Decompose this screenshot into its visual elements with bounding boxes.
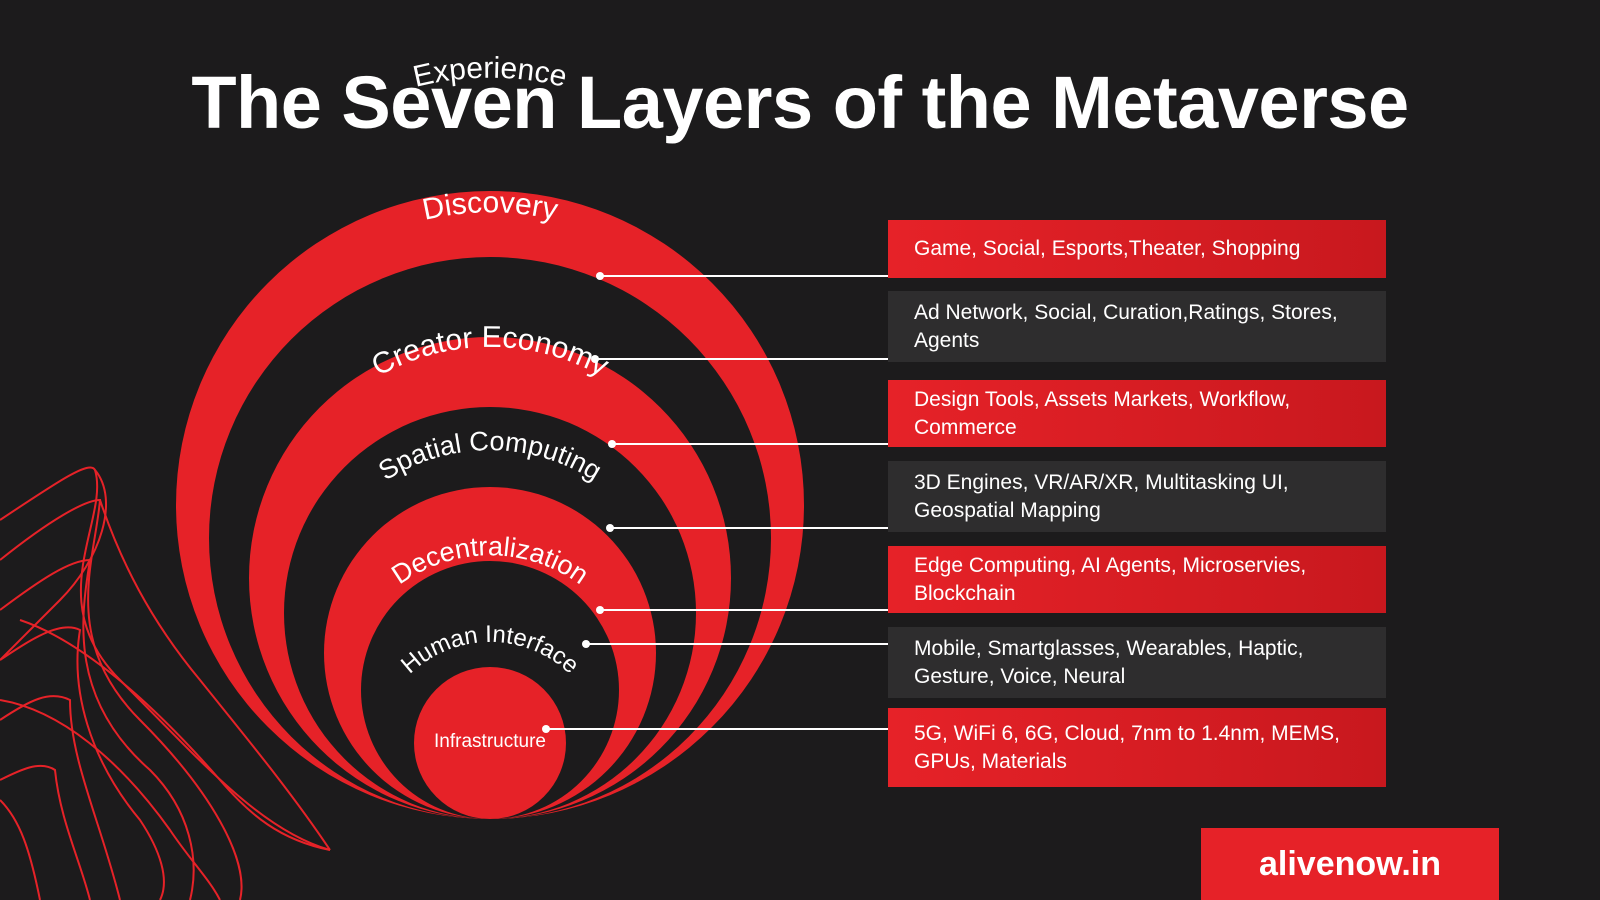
description-infrastructure: 5G, WiFi 6, 6G, Cloud, 7nm to 1.4nm, MEM… — [888, 708, 1386, 787]
description-text: Game, Social, Esports,Theater, Shopping — [914, 237, 1301, 260]
description-discovery: Ad Network, Social, Curation,Ratings, St… — [888, 291, 1386, 362]
connector-dots — [542, 272, 616, 733]
description-text: Edge Computing, AI Agents, Microservies,… — [914, 553, 1307, 605]
layer-label-infrastructure: Infrastructure — [434, 731, 546, 752]
connector-lines — [546, 275, 888, 730]
wireframe-decoration — [0, 466, 331, 900]
connector-dot-experience — [596, 272, 604, 280]
description-experience: Game, Social, Esports,Theater, Shopping — [888, 220, 1386, 278]
description-text: 3D Engines, VR/AR/XR, Multitasking UI, G… — [914, 470, 1289, 522]
connector-dot-decentralization — [596, 606, 604, 614]
connector-dot-spatial-computing — [606, 524, 614, 532]
description-text: Design Tools, Assets Markets, Workflow, … — [914, 387, 1291, 439]
layer-circles — [176, 191, 804, 819]
circle-infrastructure — [414, 667, 566, 819]
connector-dot-infrastructure — [542, 725, 550, 733]
brand-logo: alivenow.in — [1201, 828, 1499, 900]
connector-dot-human-interface — [582, 640, 590, 648]
connector-dot-discovery — [591, 355, 599, 363]
description-text: 5G, WiFi 6, 6G, Cloud, 7nm to 1.4nm, MEM… — [914, 721, 1340, 773]
page-title: The Seven Layers of the Metaverse — [191, 61, 1409, 144]
description-creator-economy: Design Tools, Assets Markets, Workflow, … — [888, 380, 1386, 447]
description-spatial-computing: 3D Engines, VR/AR/XR, Multitasking UI, G… — [888, 461, 1386, 532]
description-decentralization: Edge Computing, AI Agents, Microservies,… — [888, 546, 1386, 613]
connector-dot-creator-economy — [608, 440, 616, 448]
description-human-interface: Mobile, Smartglasses, Wearables, Haptic,… — [888, 627, 1386, 698]
description-text: Mobile, Smartglasses, Wearables, Haptic,… — [914, 636, 1304, 688]
description-text: Ad Network, Social, Curation,Ratings, St… — [914, 300, 1338, 352]
